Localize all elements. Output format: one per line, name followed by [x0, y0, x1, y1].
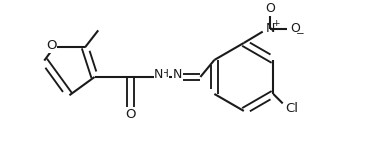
- Text: Cl: Cl: [286, 102, 299, 115]
- Text: O: O: [265, 2, 275, 15]
- Text: +: +: [272, 19, 279, 28]
- Text: −: −: [296, 29, 305, 40]
- Text: O: O: [290, 22, 300, 35]
- Text: N: N: [154, 68, 163, 81]
- Text: N: N: [173, 68, 182, 81]
- Text: N: N: [265, 22, 275, 35]
- Text: H: H: [161, 69, 168, 79]
- Text: O: O: [46, 39, 56, 52]
- Text: O: O: [125, 108, 136, 121]
